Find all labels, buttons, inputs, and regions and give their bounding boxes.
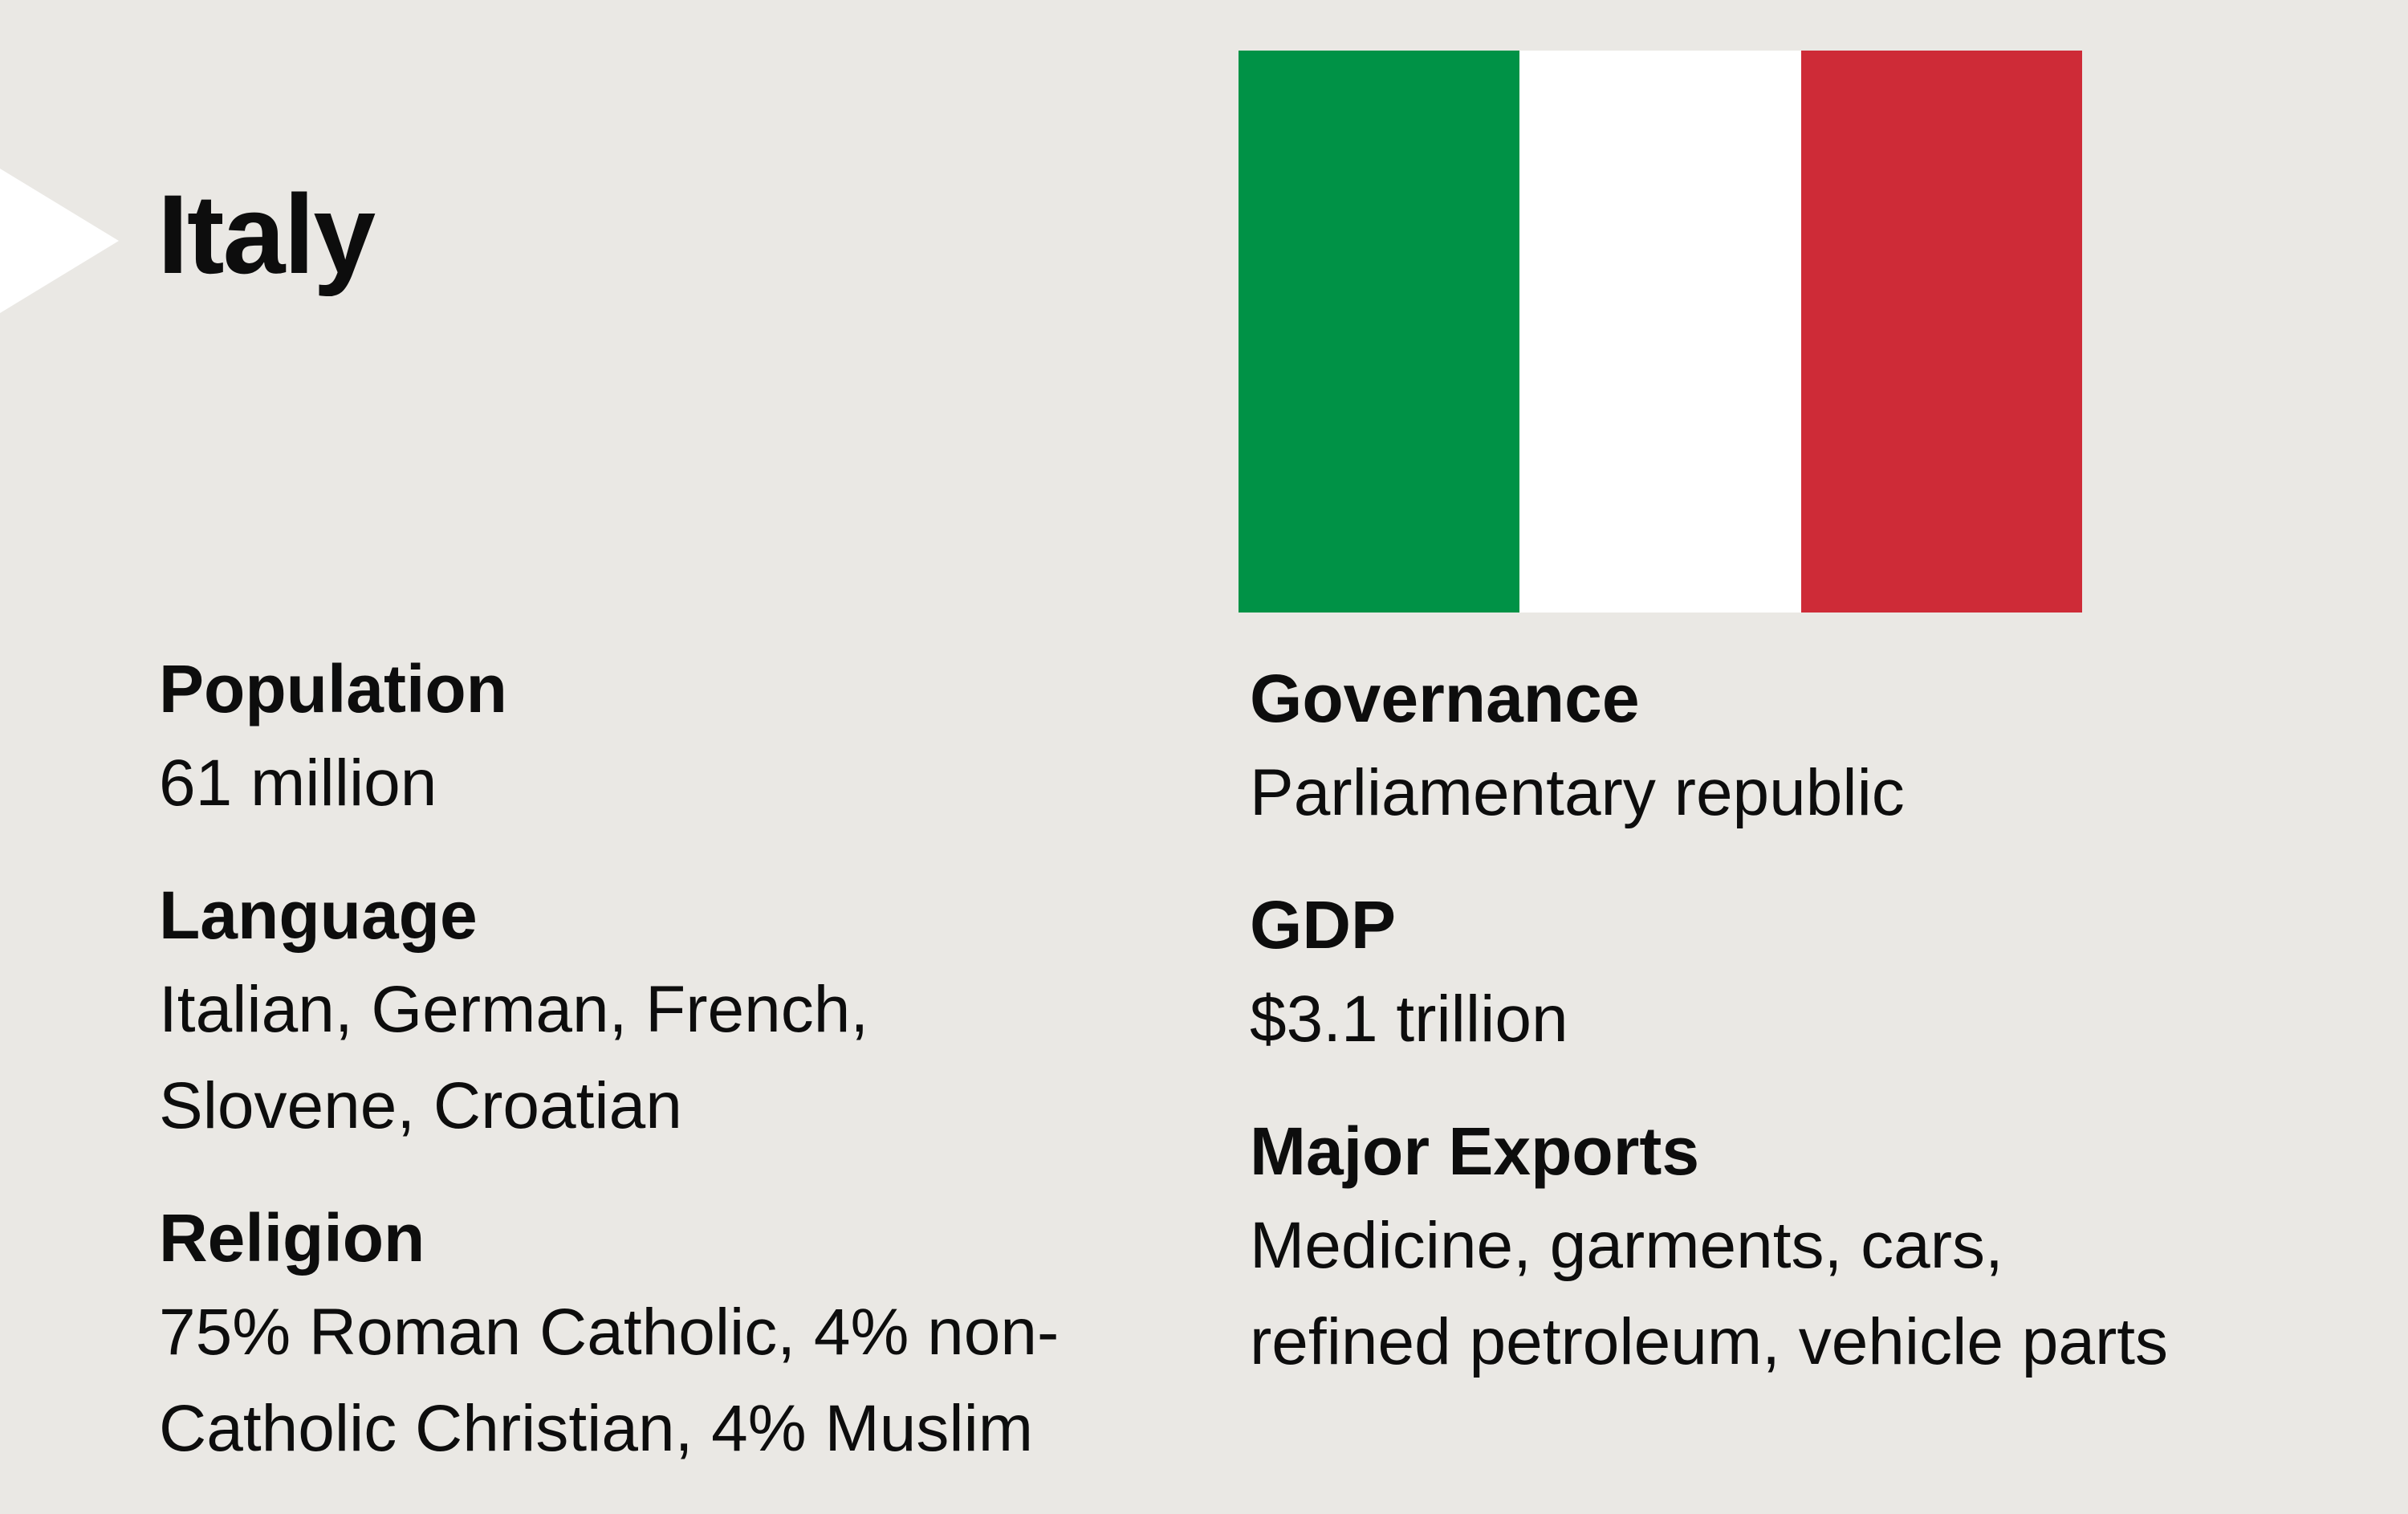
arrow-marker-icon: [0, 169, 119, 313]
fact-value: Medicine, garments, cars, refined petrol…: [1250, 1198, 2373, 1390]
fact-language: Language Italian, German, French, Sloven…: [159, 869, 1202, 1154]
fact-value-line: Medicine, garments, cars,: [1250, 1209, 2003, 1282]
fact-value-line: Parliamentary republic: [1250, 756, 1905, 829]
fact-value-line: 61 million: [159, 747, 437, 820]
fact-religion: Religion 75% Roman Catholic, 4% non- Cat…: [159, 1191, 1202, 1477]
fact-value: $3.1 trillion: [1250, 971, 2373, 1068]
fact-value-line: $3.1 trillion: [1250, 983, 1568, 1056]
fact-value-line: Italian, German, French,: [159, 973, 869, 1046]
fact-label: Religion: [159, 1200, 425, 1276]
facts-column-left: Population 61 million Language Italian, …: [159, 642, 1202, 1514]
fact-label: Language: [159, 877, 478, 953]
fact-value-line: Catholic Christian, 4% Muslim: [159, 1392, 1034, 1465]
fact-major-exports: Major Exports Medicine, garments, cars, …: [1250, 1105, 2373, 1390]
fact-population: Population 61 million: [159, 642, 1202, 832]
flag-stripe-red: [1800, 51, 2082, 613]
flag-stripe-white: [1519, 51, 1801, 613]
fact-value-line: 75% Roman Catholic, 4% non-: [159, 1296, 1060, 1369]
fact-label: Major Exports: [1250, 1113, 1700, 1189]
fact-gdp: GDP $3.1 trillion: [1250, 878, 2373, 1068]
fact-value-line: Slovene, Croatian: [159, 1069, 682, 1142]
facts-column-right: Governance Parliamentary republic GDP $3…: [1250, 652, 2373, 1427]
fact-value: 61 million: [159, 735, 1202, 832]
fact-value-line: refined petroleum, vehicle parts: [1250, 1305, 2169, 1378]
fact-label: Population: [159, 651, 507, 726]
flag-stripe-green: [1239, 51, 1520, 613]
fact-value: Parliamentary republic: [1250, 745, 2373, 841]
fact-governance: Governance Parliamentary republic: [1250, 652, 2373, 841]
fact-value: Italian, German, French, Slovene, Croati…: [159, 962, 1202, 1154]
fact-value: 75% Roman Catholic, 4% non- Catholic Chr…: [159, 1284, 1202, 1477]
fact-label: Governance: [1250, 661, 1640, 736]
country-title: Italy: [157, 171, 376, 297]
italy-flag: [1239, 51, 2082, 613]
fact-label: GDP: [1250, 887, 1397, 963]
